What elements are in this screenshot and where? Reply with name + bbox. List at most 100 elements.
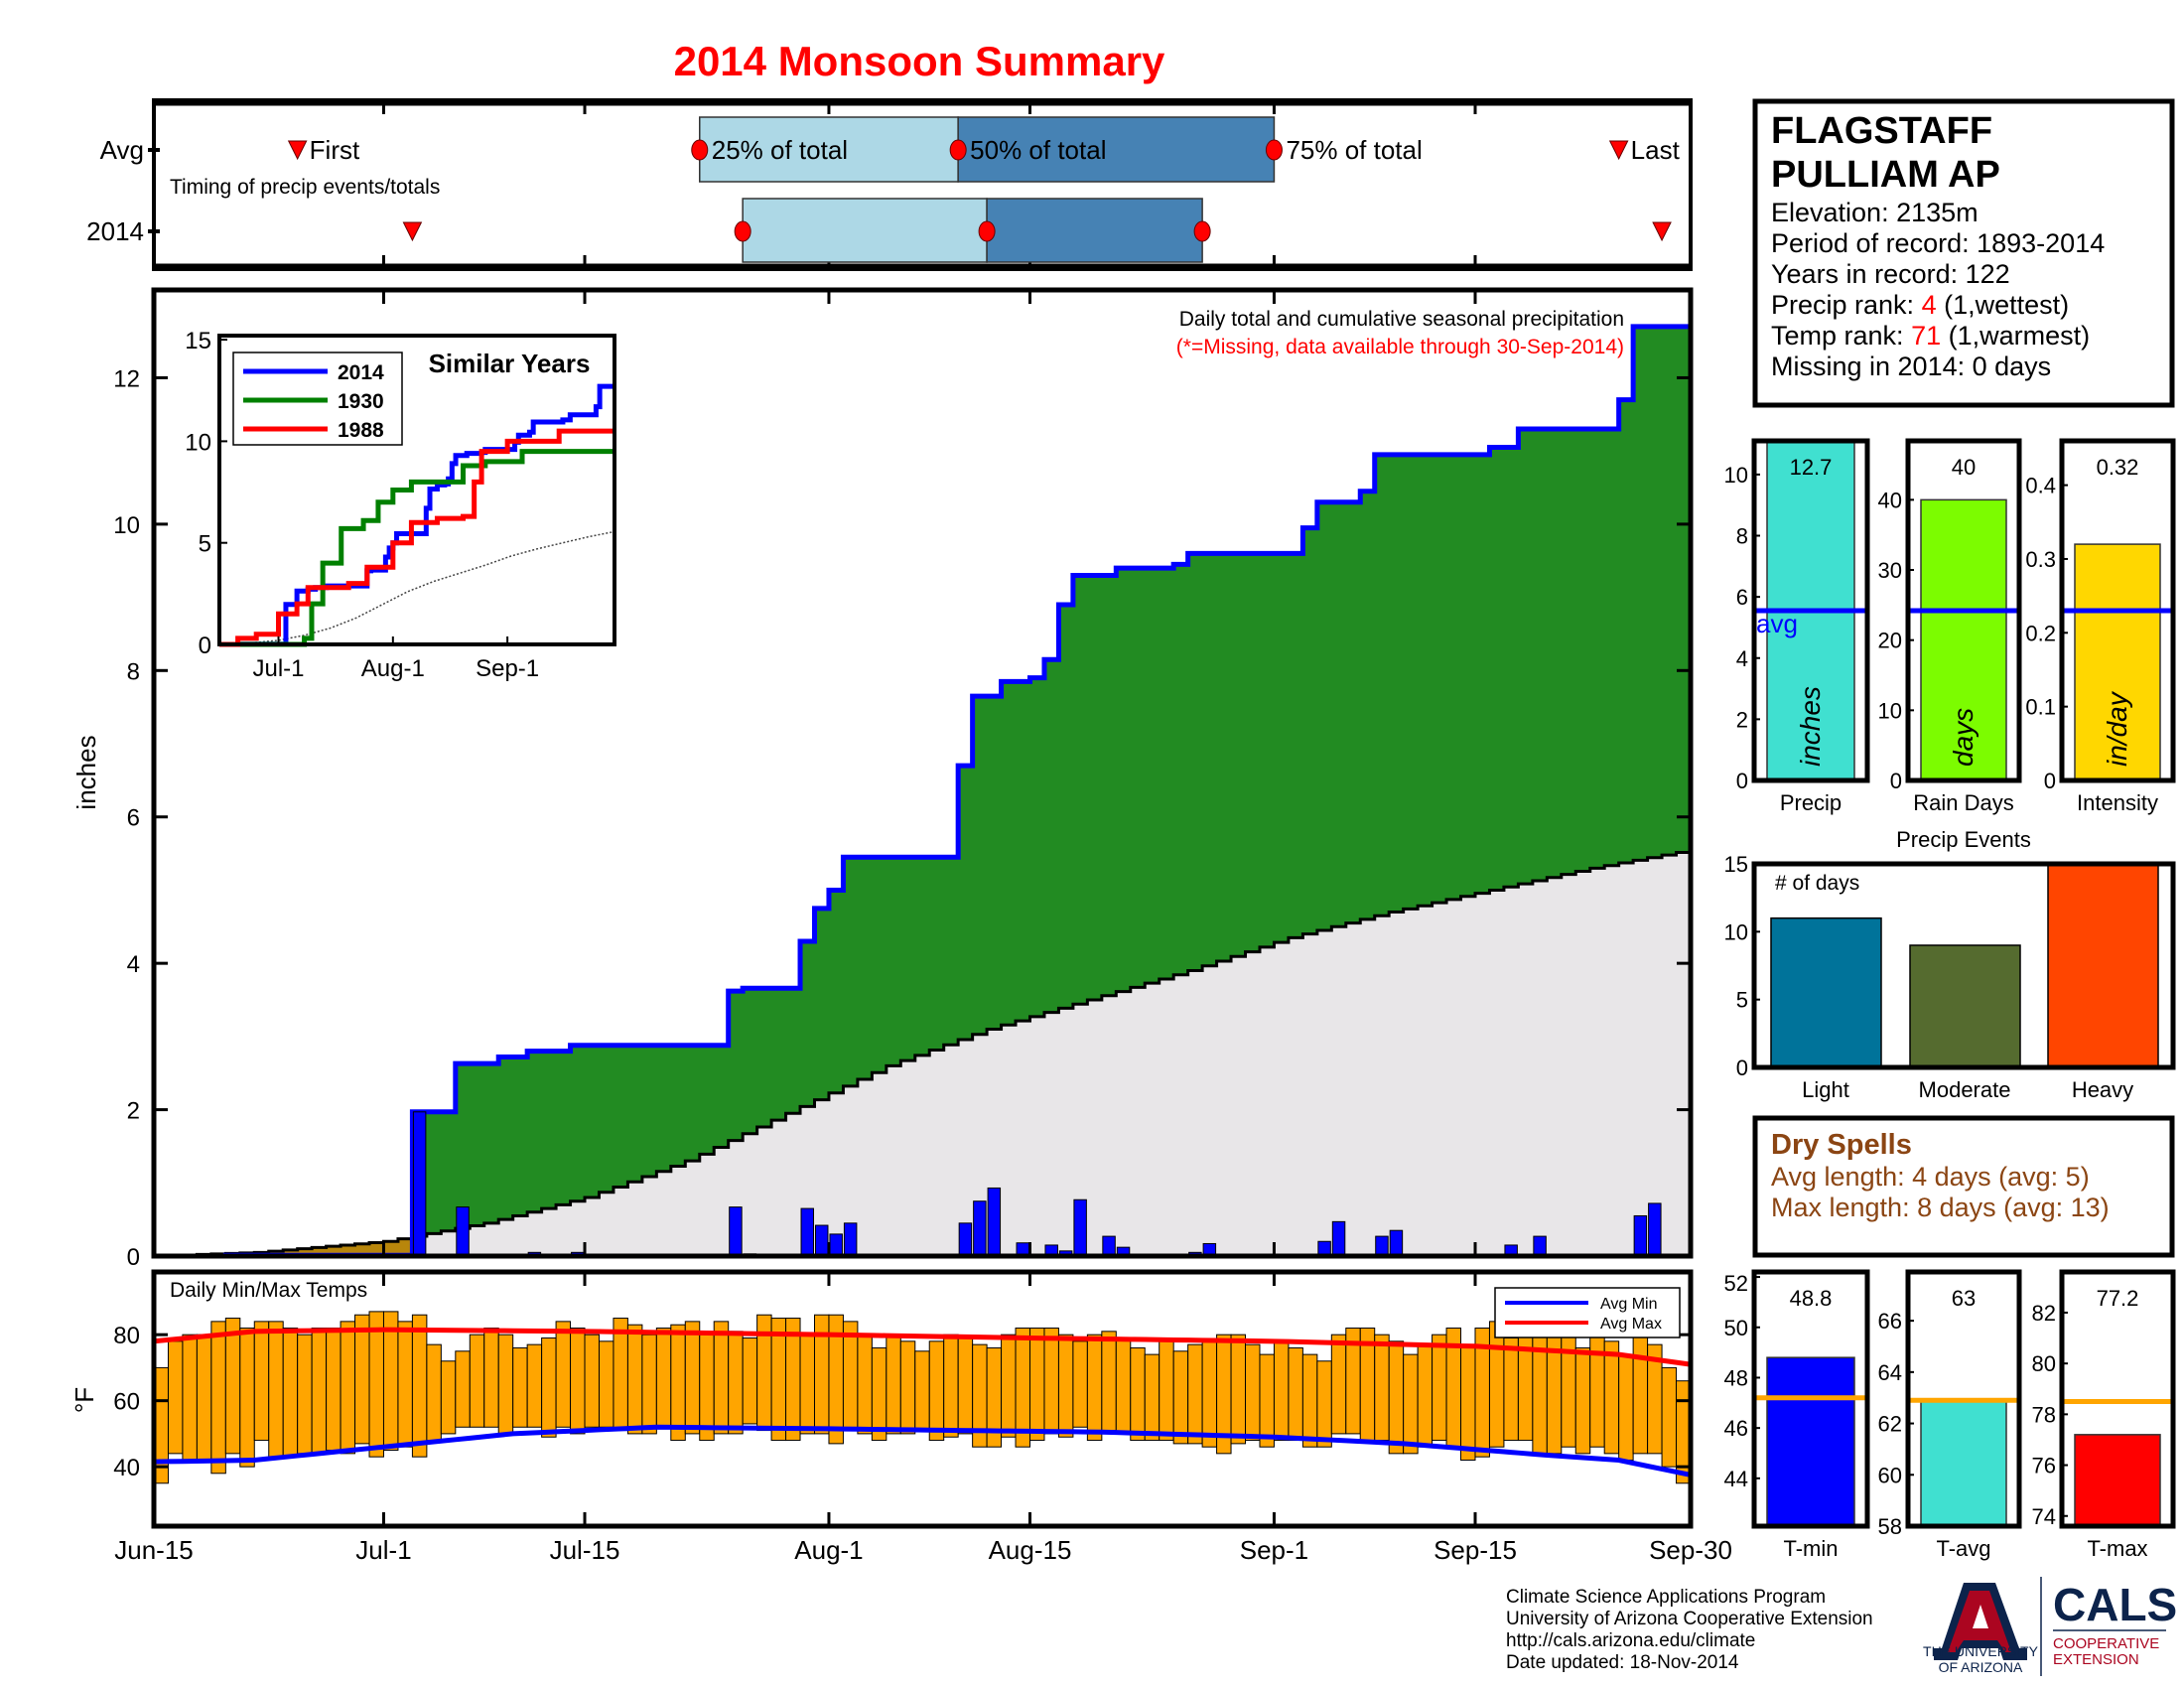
dry-spells-title: Dry Spells (1771, 1129, 1912, 1161)
daily-temp-bar (340, 1321, 356, 1455)
precip-rank-value: 4 (1922, 290, 1937, 320)
avg-dotted-line (218, 530, 615, 645)
daily-temp-bar (613, 1318, 628, 1432)
y-tick-label: 0 (2044, 769, 2056, 793)
precip-events-chart: Light Moderate Heavy 0 5 10 15 Precip Events # o… (1724, 827, 2176, 1102)
logo-text: EXTENSION (2053, 1651, 2139, 1668)
timing-panel: Avg First 25% of total 50% of total 75% of t… (86, 98, 1693, 271)
daily-temp-bar (1159, 1340, 1174, 1442)
daily-temp-bar (1072, 1340, 1088, 1428)
timing-subtitle: Timing of precip events/totals (170, 176, 440, 199)
panel-frame (1751, 1269, 1870, 1529)
p50-label: 50% of total (970, 135, 1106, 165)
percent-marker (949, 139, 967, 161)
y-tick-label: 10 (1724, 463, 1748, 488)
daily-temp-bar (1316, 1360, 1332, 1448)
daily-temp-bar (1330, 1334, 1347, 1435)
quartile-box-25-50 (742, 198, 988, 263)
y-tick-label: 8 (127, 658, 140, 685)
y-tick-label: 0.4 (2025, 474, 2056, 498)
inset-x-tick: Jul-1 (252, 655, 304, 682)
panel-frame (1751, 438, 1870, 783)
unit-label: days (1948, 708, 1979, 767)
y-tick-label: 0 (1736, 1055, 1748, 1080)
label: Temp rank: (1771, 321, 1911, 351)
years-in-record: Years in record: 122 (1771, 259, 2010, 289)
footer: Climate Science Applications ProgramUniv… (1506, 1577, 2177, 1676)
daily-temp-bar (239, 1328, 255, 1468)
daily-temp-bar (1574, 1346, 1591, 1455)
series-line-1988 (219, 428, 614, 647)
x-tick-label: Jul-1 (355, 1535, 411, 1565)
daily-precip-bar (814, 1224, 829, 1257)
legend-label: Avg Max (1600, 1316, 1662, 1333)
intensity-bar-panel: 0 0.1 0.2 0.3 0.4 0.32 Intensity in/day (2025, 438, 2176, 815)
y-tick-label: 10 (1724, 919, 1748, 944)
daily-temp-bar (167, 1340, 184, 1455)
daily-temp-bar (1301, 1353, 1318, 1448)
event-bar (2047, 863, 2159, 1068)
daily-temp-bar (1403, 1353, 1419, 1455)
value-label: 63 (1952, 1286, 1976, 1311)
daily-temp-bar (1288, 1346, 1303, 1442)
daily-temp-bar (1259, 1353, 1275, 1448)
daily-temp-bar (1374, 1334, 1390, 1442)
unit-label: in/day (2102, 690, 2132, 767)
daily-temp-bar (1488, 1321, 1505, 1448)
inset-x-tick: Aug-1 (361, 655, 425, 682)
daily-precip-bar (1533, 1235, 1547, 1257)
y-tick-label: 0 (1890, 769, 1902, 793)
y-tick-label: 10 (1878, 698, 1902, 723)
daily-temp-bar (1086, 1334, 1103, 1442)
daily-temp-bar (1273, 1340, 1290, 1442)
temp-rank: Temp rank: 71 (1,warmest) (1771, 321, 2090, 351)
y-tick-label: 78 (2032, 1402, 2056, 1427)
daily-precip-bar (1375, 1235, 1389, 1257)
daily-precip-bar (456, 1206, 470, 1257)
temp-y-tick: 40 (113, 1455, 140, 1481)
daily-temp-bar (886, 1334, 901, 1435)
daily-temp-bar (469, 1334, 485, 1428)
daily-temp-bar (382, 1311, 399, 1452)
daily-temp-bar (526, 1343, 543, 1428)
daily-temp-bar (483, 1328, 499, 1428)
daily-temp-bar (1632, 1328, 1649, 1455)
daily-temp-bar (742, 1336, 758, 1425)
panel-frame (2059, 1269, 2176, 1529)
inset-legend: 2014 1930 1988 (232, 352, 403, 446)
daily-temp-bar (1201, 1340, 1218, 1448)
first-event-marker (402, 221, 423, 242)
daily-temp-bar (842, 1321, 859, 1432)
daily-temp-bar (871, 1346, 887, 1442)
percent-marker (1193, 220, 1211, 242)
y-tick-label: 10 (113, 512, 140, 539)
x-tick-label: Jul-15 (550, 1535, 620, 1565)
y-tick-label: 30 (1878, 558, 1902, 583)
y-tick-label: 76 (2032, 1454, 2056, 1478)
y-tick-label: 6 (1736, 585, 1748, 610)
y-tick-label: 62 (1878, 1412, 1902, 1437)
percent-marker (691, 139, 709, 161)
y-tick-label: 50 (1724, 1316, 1748, 1340)
y-tick-label: 0.1 (2025, 695, 2056, 720)
label: (1,wettest) (1937, 290, 2070, 320)
daily-temp-bar (354, 1314, 370, 1445)
daily-temp-bar (210, 1321, 226, 1475)
daily-temp-bar (1432, 1334, 1447, 1442)
daily-precip-bar (973, 1200, 987, 1257)
daily-temp-bar (512, 1346, 528, 1428)
value-label: 40 (1952, 455, 1976, 480)
daily-temp-bar (1388, 1340, 1405, 1455)
missing-days: Missing in 2014: 0 days (1771, 352, 2051, 381)
daily-precip-bar (958, 1222, 973, 1257)
daily-precip-bar (1102, 1235, 1116, 1257)
avg-label: avg (1756, 609, 1798, 638)
y-tick-label: 12 (113, 365, 140, 392)
daily-temp-bar (1172, 1350, 1189, 1445)
daily-temp-bar (326, 1328, 341, 1452)
temp-legend: Avg Min Avg Max (1494, 1287, 1681, 1338)
daily-temp-bar (455, 1350, 471, 1428)
rain-days-bar-panel: 0 10 20 30 40 40 Rain Days days (1878, 438, 2022, 815)
value-label: 48.8 (1790, 1286, 1833, 1311)
